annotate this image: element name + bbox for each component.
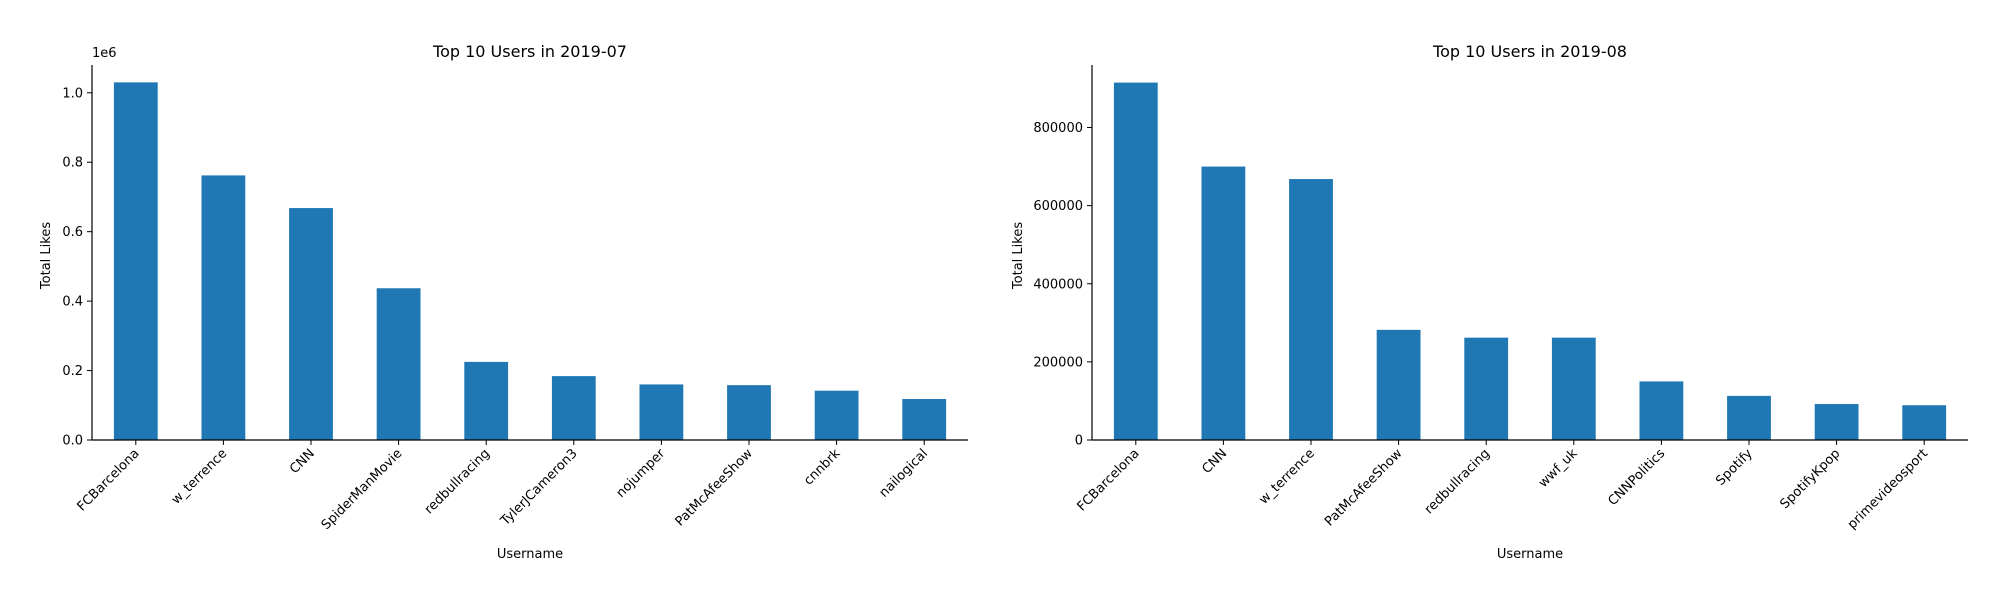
- y-tick-label: 0.2: [62, 364, 83, 379]
- bar-cnn: [289, 208, 333, 440]
- x-tick-label: nojumper: [614, 446, 669, 501]
- bar-cnnpolitics: [1639, 381, 1684, 440]
- chart-2019-07: 0.0 0.2 0.4 0.6 0.8 1.0 1e6 FCBarcelona w_terren…: [39, 42, 968, 562]
- x-tick-label: FCBarcelona: [1074, 446, 1142, 514]
- x-tick-label: SpotifyKpop: [1778, 446, 1844, 512]
- x-tick-label: CNN: [287, 446, 318, 477]
- bar-wwf_uk: [1551, 337, 1596, 440]
- y-tick-label: 0.6: [62, 225, 83, 240]
- y-tick-label: 0: [1075, 434, 1083, 449]
- bar-w_terrence: [1289, 179, 1333, 440]
- x-tick-label: primevideosport: [1845, 446, 1931, 532]
- x-tick-label: nailogical: [877, 446, 931, 500]
- x-axis-label: Username: [497, 547, 563, 562]
- bar-nojumper: [639, 384, 684, 440]
- x-tick-label: PatMcAfeeShow: [673, 446, 757, 530]
- y-tick-label: 0.8: [62, 156, 83, 171]
- x-tick-label: Spotify: [1713, 446, 1756, 489]
- bar-w_terrence: [201, 175, 246, 441]
- x-tick-label: redbullracing: [422, 446, 493, 517]
- bar-redbullracing: [1464, 337, 1509, 440]
- x-tick-label: wwf_uk: [1536, 446, 1581, 491]
- y-axis-label: Total Likes: [1011, 222, 1026, 290]
- y-tick-label: 800000: [1033, 121, 1083, 136]
- x-tick-label: cnnbrk: [801, 446, 844, 489]
- y-tick-label: 200000: [1033, 355, 1083, 370]
- x-tick-label: PatMcAfeeShow: [1322, 446, 1406, 530]
- x-tick-label: w_terrence: [169, 446, 230, 507]
- bar-cnnbrk: [814, 390, 859, 440]
- bar-spotifykpop: [1814, 404, 1859, 440]
- bar-fcbarcelona: [1113, 82, 1158, 440]
- chart-2019-08: 0 200000 400000 600000 800000 FCBarcelona CNN w…: [1011, 42, 1968, 562]
- bar-primevideosport: [1902, 405, 1947, 440]
- bar-spotify: [1727, 395, 1771, 440]
- bar-patmcafeeshow: [1376, 329, 1421, 440]
- chart-title: Top 10 Users in 2019-07: [432, 42, 627, 61]
- y-tick-label: 0.4: [62, 295, 83, 310]
- bar-redbullracing: [464, 361, 509, 441]
- bar-cnn: [1201, 166, 1246, 440]
- y-axis-label: Total Likes: [39, 222, 54, 290]
- bar-tylerjcameron3: [551, 376, 596, 440]
- x-tick-label: w_terrence: [1256, 446, 1317, 507]
- bar-patmcafeeshow: [727, 385, 771, 440]
- y-tick-label: 600000: [1033, 199, 1083, 214]
- y-offset-label: 1e6: [92, 46, 117, 61]
- bar-nailogical: [902, 399, 947, 440]
- x-axis-label: Username: [1497, 547, 1563, 562]
- x-tick-label: CNN: [1199, 446, 1230, 477]
- bar-fcbarcelona: [113, 82, 158, 441]
- x-tick-label: TylerJCameron3: [497, 446, 580, 529]
- y-tick-label: 400000: [1033, 277, 1083, 292]
- chart-title: Top 10 Users in 2019-08: [1432, 42, 1627, 61]
- y-tick-label: 0.0: [62, 434, 83, 449]
- bar-spidermanmovie: [376, 288, 421, 440]
- x-tick-label: FCBarcelona: [74, 446, 142, 514]
- y-tick-label: 1.0: [62, 86, 83, 101]
- x-tick-label: CNNPolitics: [1605, 446, 1668, 509]
- x-tick-label: redbullracing: [1422, 446, 1493, 517]
- x-tick-label: SpiderManMovie: [319, 446, 406, 533]
